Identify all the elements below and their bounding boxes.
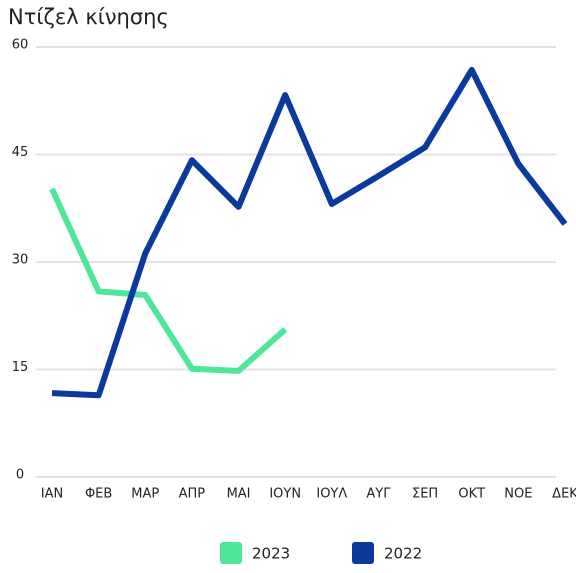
x-tick-label: ΝΟΕ xyxy=(504,487,532,502)
legend-label: 2023 xyxy=(252,545,290,563)
y-tick-label: 0 xyxy=(16,468,24,483)
chart-title: Ντίζελ κίνησης xyxy=(8,5,169,29)
x-tick-label: ΑΥΓ xyxy=(366,487,391,502)
x-tick-label: ΜΑΡ xyxy=(131,487,159,502)
x-tick-label: ΜΑΙ xyxy=(227,487,251,502)
legend-label: 2022 xyxy=(384,545,422,563)
series-line xyxy=(51,66,568,399)
x-tick-label: ΙΟΥΝ xyxy=(269,487,301,502)
x-tick-label: ΣΕΠ xyxy=(412,487,438,502)
y-tick-label: 60 xyxy=(12,38,29,53)
y-tick-label: 15 xyxy=(12,360,29,375)
x-tick-label: ΦΕΒ xyxy=(85,487,112,502)
legend-swatch xyxy=(220,542,242,564)
series-line xyxy=(49,187,288,374)
x-tick-label: ΟΚΤ xyxy=(458,487,485,502)
y-tick-label: 45 xyxy=(12,145,29,160)
x-tick-label: ΙΑΝ xyxy=(41,487,63,502)
x-tick-label: ΔΕΚ xyxy=(552,487,576,502)
x-tick-label: ΑΠΡ xyxy=(179,487,206,502)
y-tick-label: 30 xyxy=(12,253,29,268)
x-tick-label: ΙΟΥΛ xyxy=(316,487,347,502)
legend-swatch xyxy=(352,542,374,564)
